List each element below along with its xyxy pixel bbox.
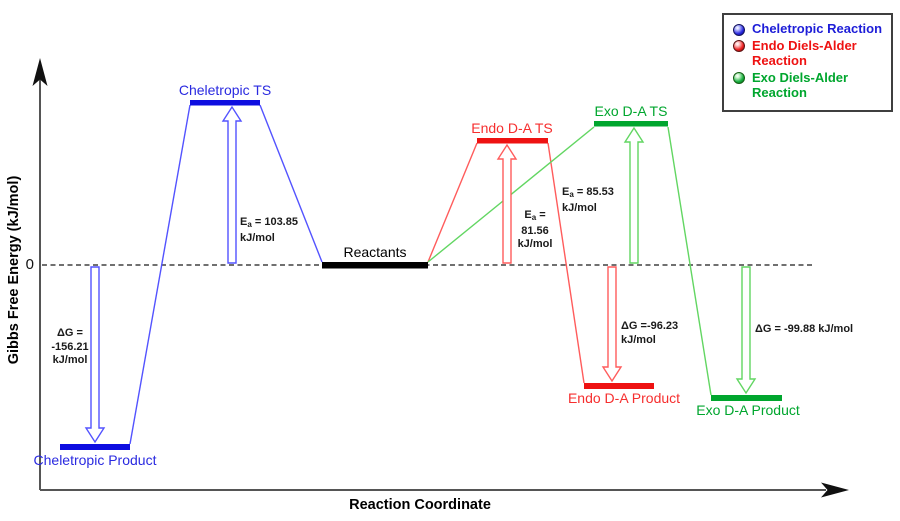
x-axis-arrowhead-icon xyxy=(821,482,849,498)
cheletropic-ea-up-arrow-icon xyxy=(221,105,243,264)
cheletropic-product-label: Cheletropic Product xyxy=(33,452,157,468)
endo-ea-up-arrow-icon xyxy=(496,143,518,264)
red-sphere-icon xyxy=(733,40,745,52)
endo-product-label: Endo D-A Product xyxy=(567,390,681,406)
reactants-level-bar xyxy=(322,262,428,269)
endo-product-level-bar xyxy=(584,383,654,389)
endo-ts-level-bar xyxy=(477,138,548,144)
cheletropic-path-lines xyxy=(129,104,323,445)
exo-product-label: Exo D-A Product xyxy=(696,402,800,418)
cheletropic-dg-down-arrow-icon xyxy=(84,266,106,444)
legend-label-exo: Exo Diels-Alder Reaction xyxy=(752,69,849,101)
legend-box: Cheletropic Reaction Endo Diels-Alder Re… xyxy=(722,13,893,112)
endo-path-lines xyxy=(427,142,585,384)
endo-dg-annotation: ΔG =-96.23 kJ/mol xyxy=(621,320,679,346)
exo-ea-annotation: Ea = 85.53 kJ/mol xyxy=(562,186,614,214)
cheletropic-product-level-bar xyxy=(60,444,130,450)
cheletropic-ea-annotation: Ea = 103.85 kJ/mol xyxy=(240,216,298,244)
cheletropic-dg-annotation: ΔG = -156.21 kJ/mol xyxy=(51,327,89,366)
endo-dg-down-arrow-icon xyxy=(601,266,623,383)
exo-dg-down-arrow-icon xyxy=(735,266,757,395)
legend-label-cheletropic: Cheletropic Reaction xyxy=(752,21,883,36)
exo-dg-annotation: ΔG = -99.88 kJ/mol xyxy=(755,323,854,335)
zero-tick-label: 0 xyxy=(25,256,34,273)
blue-sphere-icon xyxy=(733,23,745,36)
legend-label-endo: Endo Diels-Alder Reaction xyxy=(752,37,857,69)
cheletropic-ts-level-bar xyxy=(190,100,260,106)
y-axis-arrowhead-icon xyxy=(32,58,48,86)
legend-item-cheletropic: Cheletropic Reaction xyxy=(733,21,887,37)
exo-path-lines xyxy=(427,126,712,396)
exo-product-level-bar xyxy=(711,395,782,401)
green-sphere-icon xyxy=(733,72,745,84)
legend-item-exo: Exo Diels-Alder Reaction xyxy=(733,70,887,101)
legend-item-endo: Endo Diels-Alder Reaction xyxy=(733,38,887,69)
exo-ts-level-bar xyxy=(594,121,668,127)
exo-ea-up-arrow-icon xyxy=(623,126,645,264)
x-axis-title: Reaction Coordinate xyxy=(349,497,491,513)
exo-ts-label: Exo D-A TS xyxy=(594,103,668,119)
endo-ea-annotation: Ea = 81.56 kJ/mol xyxy=(517,209,553,250)
cheletropic-ts-label: Cheletropic TS xyxy=(178,82,272,98)
reactants-label: Reactants xyxy=(343,244,407,260)
endo-ts-label: Endo D-A TS xyxy=(471,120,553,136)
